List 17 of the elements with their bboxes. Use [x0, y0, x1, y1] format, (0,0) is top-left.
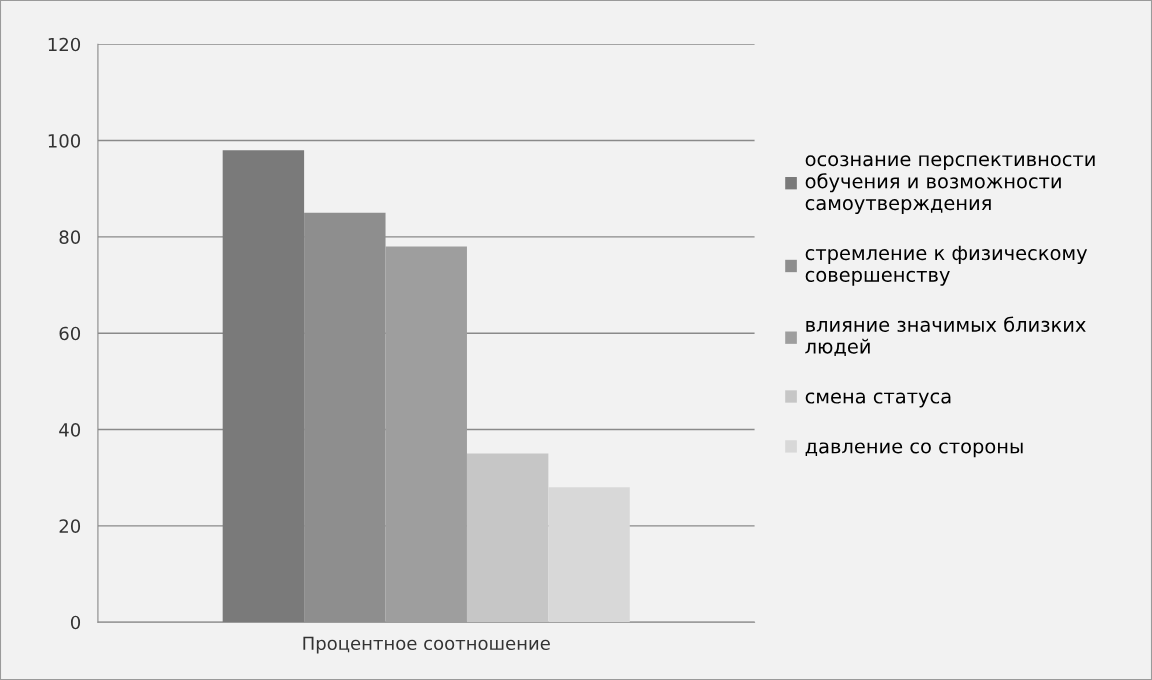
legend-label: стремление к физическому совершенству — [805, 245, 1088, 286]
y-tick-label: 120 — [48, 37, 81, 52]
legend-label: смена статуса — [805, 392, 951, 408]
y-tick-label: 80 — [59, 230, 81, 244]
bar — [385, 246, 467, 623]
y-tick-label: 60 — [59, 326, 81, 341]
y-tick-label: 100 — [48, 133, 81, 148]
bar — [548, 487, 630, 623]
y-tick-label: 40 — [59, 422, 81, 437]
legend-label: давление со стороны — [805, 442, 1023, 458]
y-tick-label: 0 — [70, 615, 81, 630]
legend-label: осознание перспективности обучения и возможности самоутверждения — [805, 155, 1095, 215]
x-tick-label: Процентное соотношение — [303, 636, 550, 654]
bar — [222, 150, 305, 623]
legend-label: влияние значимых близких людей — [805, 316, 1086, 357]
bar — [466, 453, 549, 623]
y-tick-label: 20 — [59, 519, 81, 533]
